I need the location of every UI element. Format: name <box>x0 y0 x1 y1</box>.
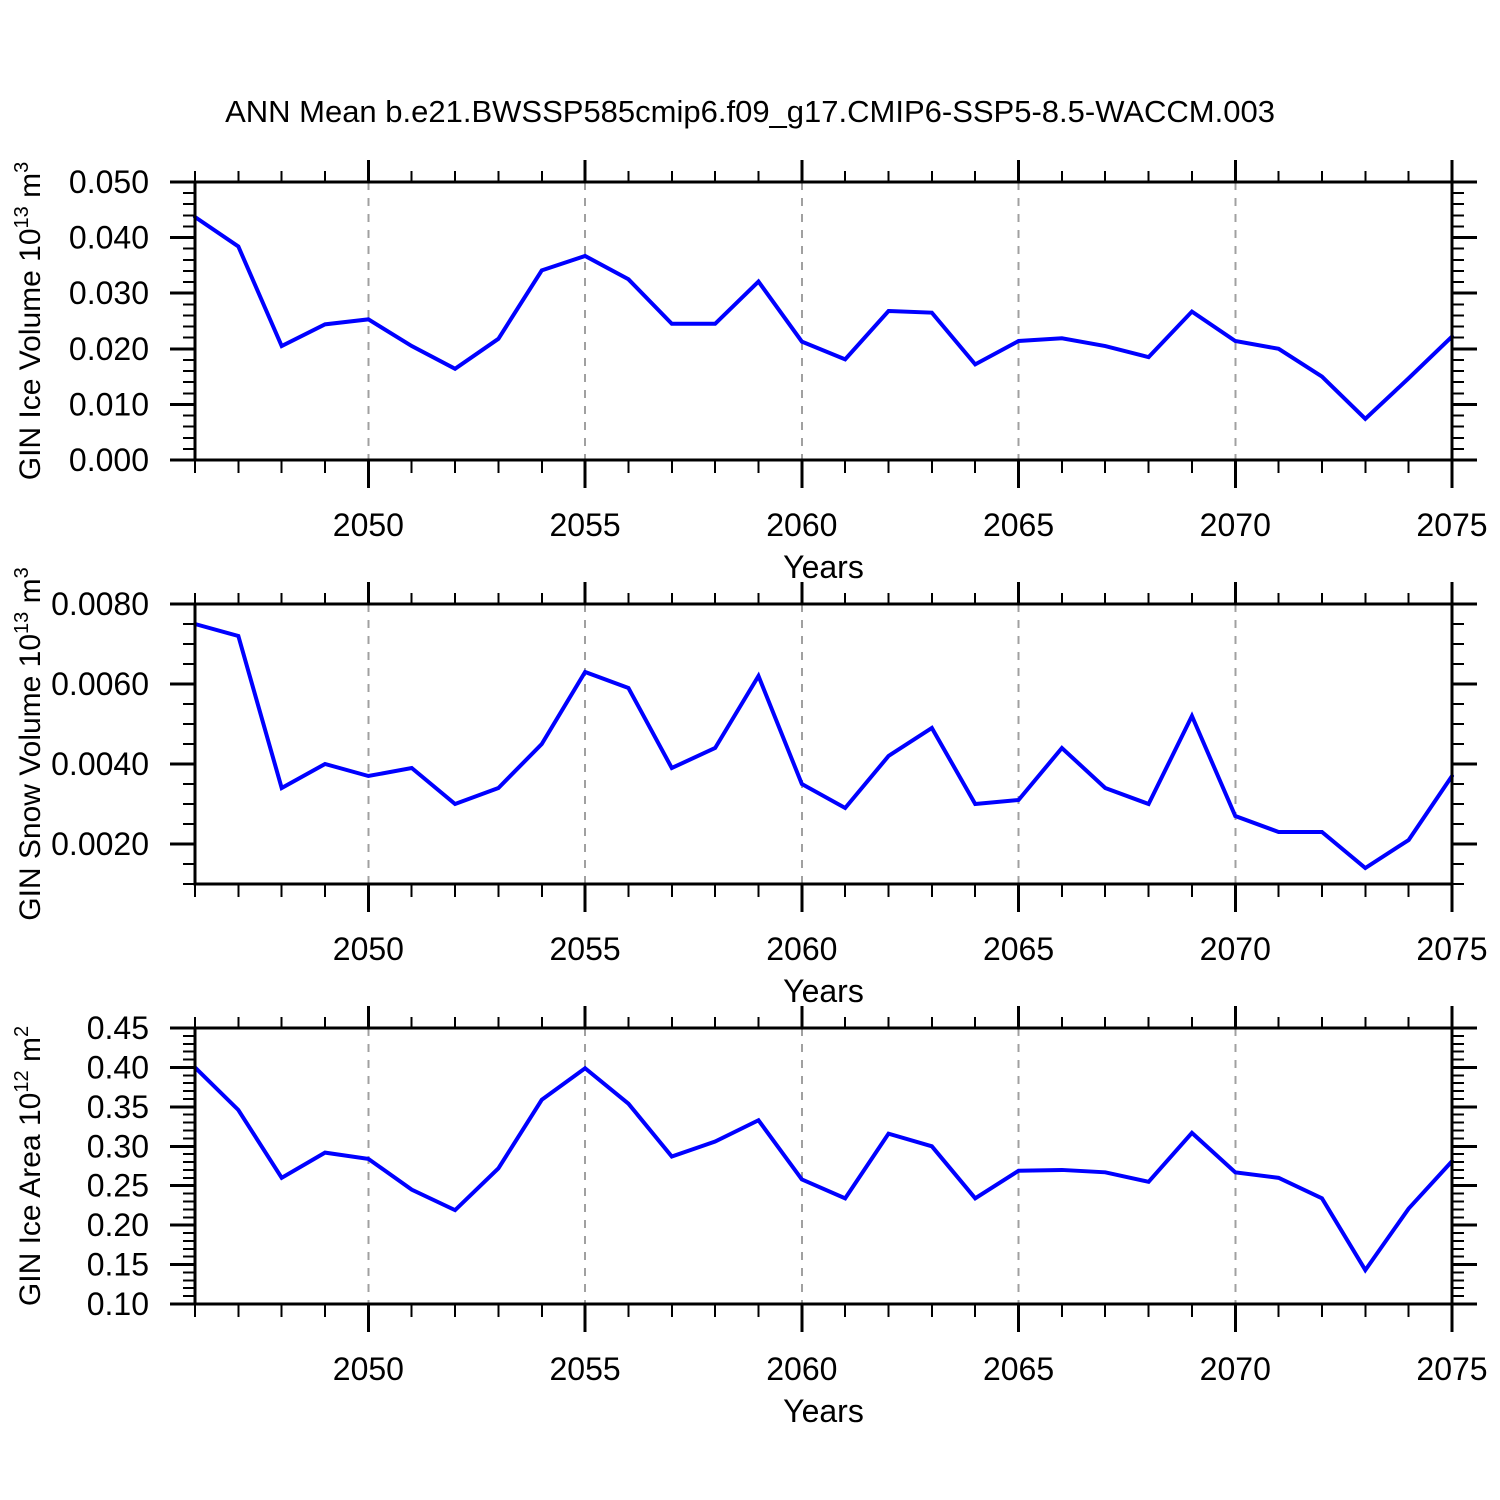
y-axis-label-part: GIN Snow Volume 10 <box>14 634 47 921</box>
panel-1: 0.000 0.010 0.020 0.030 0.040 0.050 2050 2055 20… <box>11 160 1488 585</box>
y-tick-label: 0.0020 <box>51 826 149 862</box>
x-tick-label: 2060 <box>766 931 837 967</box>
y-tick-label: 0.0040 <box>51 746 149 782</box>
x-tick-label: 2075 <box>1416 507 1487 543</box>
x-tick-label: 2075 <box>1416 1351 1487 1387</box>
panel-2: 0.0020 0.0040 0.0060 0.0080 2050 2055 2060 2065… <box>11 567 1488 1009</box>
x-tick-label: 2055 <box>550 507 621 543</box>
y-tick-label: 0.35 <box>87 1089 149 1125</box>
y-tick-label: 0.10 <box>87 1286 149 1322</box>
x-tick-label: 2075 <box>1416 931 1487 967</box>
chart-title: ANN Mean b.e21.BWSSP585cmip6.f09_g17.CMI… <box>225 94 1275 129</box>
y-tick-label: 0.0060 <box>51 666 149 702</box>
y-axis-label-part: m <box>14 1037 47 1070</box>
x-tick-label: 2060 <box>766 1351 837 1387</box>
panel-border <box>193 1026 1454 1306</box>
y-tick-label: 0.45 <box>87 1010 149 1046</box>
y-axis-label-sup: 13 <box>11 612 33 634</box>
y-tick-label: 0.010 <box>69 386 149 422</box>
data-line <box>193 1065 1454 1274</box>
y-axis-label-part: GIN Ice Area 10 <box>14 1093 47 1306</box>
x-axis-label: Years <box>783 549 864 585</box>
x-tick-label: 2065 <box>983 931 1054 967</box>
y-axis-label-sup: 3 <box>11 567 33 578</box>
x-tick-label: 2050 <box>333 507 404 543</box>
y-tick-label: 0.20 <box>87 1207 149 1243</box>
x-tick-label: 2065 <box>983 507 1054 543</box>
y-tick-label: 0.40 <box>87 1049 149 1085</box>
data-line <box>193 215 1454 422</box>
x-tick-label: 2070 <box>1200 931 1271 967</box>
y-axis-label-sup: 2 <box>11 1026 33 1037</box>
x-axis-label: Years <box>783 973 864 1009</box>
x-tick-label: 2055 <box>550 1351 621 1387</box>
y-tick-label: 0.30 <box>87 1128 149 1164</box>
panel-border <box>193 180 1454 462</box>
y-tick-label: 0.020 <box>69 331 149 367</box>
x-tick-label: 2070 <box>1200 1351 1271 1387</box>
y-axis-label: GIN Ice Area 1012 m2 <box>11 1026 47 1306</box>
x-tick-label: 2050 <box>333 1351 404 1387</box>
y-axis-label: GIN Ice Volume 1013 m3 <box>11 162 47 481</box>
x-tick-label: 2070 <box>1200 507 1271 543</box>
x-tick-label: 2050 <box>333 931 404 967</box>
data-line <box>193 622 1454 871</box>
x-axis-label: Years <box>783 1393 864 1429</box>
x-tick-label: 2065 <box>983 1351 1054 1387</box>
y-tick-label: 0.000 <box>69 442 149 478</box>
y-tick-label: 0.040 <box>69 220 149 256</box>
y-axis-label-sup: 3 <box>11 162 33 173</box>
y-tick-label: 0.0080 <box>51 586 149 622</box>
y-axis-label-sup: 13 <box>11 206 33 228</box>
panel-3: 0.100.15 0.200.25 0.300.35 0.400.45 2050 2055… <box>11 1006 1488 1429</box>
x-tick-label: 2060 <box>766 507 837 543</box>
y-axis-label-part: m <box>14 173 47 206</box>
y-tick-label: 0.25 <box>87 1168 149 1204</box>
y-tick-label: 0.030 <box>69 275 149 311</box>
y-axis-label-sup: 12 <box>11 1070 33 1092</box>
y-tick-label: 0.15 <box>87 1247 149 1283</box>
y-tick-label: 0.050 <box>69 164 149 200</box>
y-axis-label-part: GIN Ice Volume 10 <box>14 228 47 480</box>
x-tick-label: 2055 <box>550 931 621 967</box>
y-axis-label-part: m <box>14 578 47 611</box>
y-axis-label: GIN Snow Volume 1013 m3 <box>11 567 47 921</box>
